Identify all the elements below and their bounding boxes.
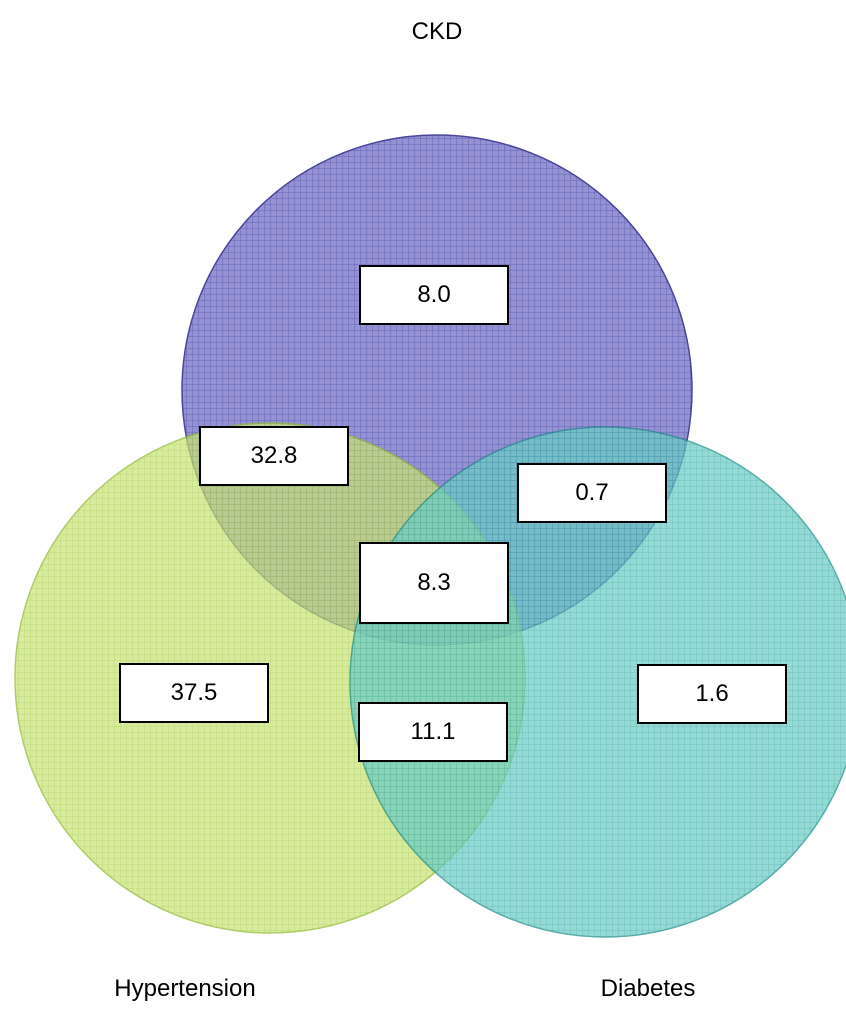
ckd-only-value: 8.0 [359,265,509,325]
ckd-diabetes-value: 0.7 [517,463,667,523]
hypertension-diabetes-value: 11.1 [358,702,508,762]
diabetes-only-value: 1.6 [637,664,787,724]
hypertension-label: Hypertension [114,975,256,1002]
ckd-label: CKD [411,18,463,45]
all-three-value: 8.3 [359,542,509,624]
hypertension-only-value: 37.5 [119,663,269,723]
diabetes-label: Diabetes [600,975,696,1002]
ckd-hypertension-value: 32.8 [199,426,349,486]
